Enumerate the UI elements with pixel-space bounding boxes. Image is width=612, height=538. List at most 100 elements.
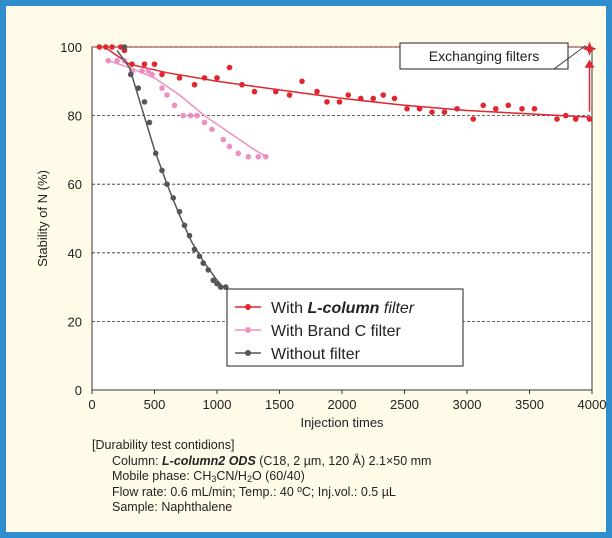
x-tick-label: 1500	[265, 397, 294, 412]
data-point	[239, 81, 245, 88]
data-point	[519, 105, 525, 112]
legend-box	[226, 288, 464, 367]
data-point	[201, 75, 208, 81]
data-point	[164, 92, 170, 98]
data-point	[159, 71, 165, 78]
data-point	[109, 44, 115, 50]
data-point	[214, 280, 220, 287]
data-point	[404, 105, 410, 112]
legend-swatch-point	[245, 350, 251, 356]
data-point	[164, 181, 170, 187]
data-point	[299, 78, 305, 85]
data-point	[146, 119, 153, 126]
annotation-text: Exchanging filters	[429, 48, 540, 64]
data-point	[562, 112, 569, 119]
data-point	[492, 105, 499, 112]
data-point	[159, 85, 165, 91]
data-point	[196, 253, 203, 260]
data-point	[210, 277, 217, 284]
x-tick-label: 0	[88, 397, 95, 412]
data-point	[191, 81, 198, 88]
data-point	[151, 61, 158, 67]
x-axis-label: Injection times	[300, 415, 384, 430]
data-point	[141, 61, 148, 67]
x-tick-label: 3500	[515, 397, 544, 412]
legend-swatch-point	[245, 304, 251, 310]
y-axis-label: Stability of N (%)	[35, 170, 50, 267]
data-point	[170, 195, 177, 201]
data-point	[336, 99, 343, 105]
legend-entry: Without filter	[271, 346, 361, 363]
annotation-box	[399, 42, 569, 70]
data-point	[127, 71, 134, 78]
data-point	[194, 112, 200, 119]
data-point	[370, 95, 377, 102]
data-point	[380, 92, 387, 98]
y-tick-label: 60	[68, 177, 82, 192]
data-point	[176, 75, 183, 81]
data-point	[129, 61, 135, 67]
x-tick-label: 2000	[328, 397, 357, 412]
legend-entry: With Brand C filter	[271, 323, 401, 340]
data-point	[245, 153, 252, 160]
data-point	[201, 119, 208, 126]
data-point	[139, 68, 145, 74]
data-point	[141, 99, 148, 105]
conditions-flow: Flow rate: 0.6 mL/min; Temp.: 40 ºC; Inj…	[112, 484, 396, 499]
data-point	[391, 95, 398, 102]
data-point	[214, 75, 220, 81]
annotation-leader	[553, 45, 586, 70]
data-point	[429, 109, 435, 115]
y-tick-label: 40	[68, 246, 82, 261]
data-point	[226, 64, 233, 71]
data-point	[286, 92, 293, 98]
data-point	[470, 116, 477, 122]
data-point	[480, 102, 487, 109]
conditions-column: Column: L-column2 ODS (C18, 2 µm, 120 Å)…	[112, 453, 432, 468]
data-point	[251, 88, 258, 95]
x-tick-label: 4000	[578, 397, 607, 412]
legend-swatch-point	[245, 327, 251, 333]
x-tick-label: 500	[144, 397, 166, 412]
data-point	[187, 112, 194, 119]
data-point	[454, 105, 460, 112]
data-point	[220, 136, 227, 143]
x-tick-label: 2500	[390, 397, 419, 412]
data-point	[191, 246, 198, 253]
data-point	[255, 153, 262, 160]
series-no-filter	[116, 44, 229, 290]
data-point	[200, 260, 207, 266]
conditions-mobile-phase: Mobile phase: CH3CN/H2O (60/40)	[112, 469, 305, 484]
conditions-heading: [Durability test contidions]	[92, 438, 235, 452]
data-point	[531, 105, 538, 112]
data-point	[209, 126, 215, 133]
data-point	[505, 102, 512, 109]
exchange-arrow-head	[584, 59, 595, 68]
data-point	[586, 116, 593, 122]
data-point	[416, 105, 423, 112]
test-conditions: [Durability test contidions] Column: L-c…	[92, 438, 572, 516]
filter-exchange-marker	[582, 41, 597, 56]
x-tick-label: 3000	[453, 397, 482, 412]
data-point	[554, 116, 560, 122]
data-point	[181, 222, 188, 229]
data-point	[149, 71, 155, 78]
data-point	[180, 112, 187, 119]
data-point	[226, 143, 233, 150]
data-point	[121, 44, 128, 50]
conditions-sample: Sample: Naphthalene	[112, 500, 233, 514]
data-point	[102, 44, 109, 50]
data-point	[314, 88, 320, 95]
data-point	[114, 57, 120, 64]
data-point	[159, 167, 165, 174]
y-tick-label: 0	[75, 383, 82, 398]
data-point	[152, 150, 159, 157]
data-point	[145, 68, 152, 74]
data-point	[324, 99, 330, 105]
y-tick-label: 20	[68, 314, 82, 329]
data-point	[235, 150, 242, 157]
data-point	[186, 232, 193, 239]
data-point	[135, 85, 142, 91]
